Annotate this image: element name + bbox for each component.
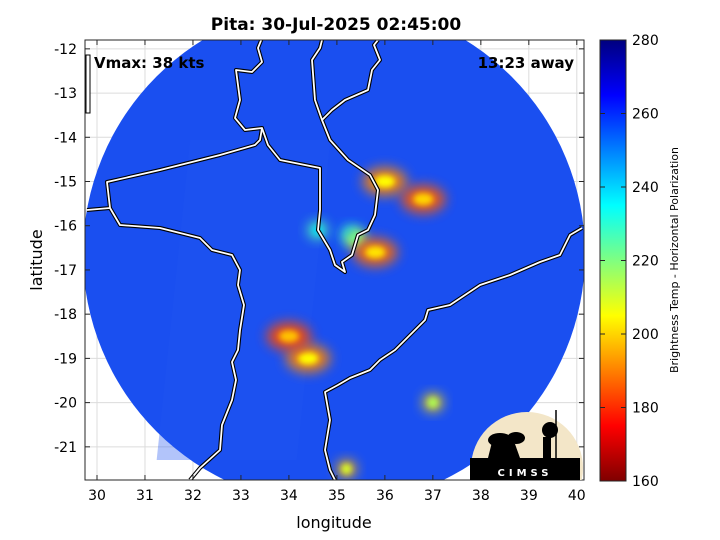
colorbar-ticks: 280 260 240 220 200 180 160 xyxy=(600,33,659,490)
y-tick-label: -16 xyxy=(54,219,77,235)
x-tick-label: 31 xyxy=(136,488,154,504)
colorbar-tick-label: 160 xyxy=(632,474,659,490)
heat-feature xyxy=(341,463,352,474)
time-away-label: 13:23 away xyxy=(478,54,575,72)
heat-feature xyxy=(298,352,319,365)
x-tick-label: 35 xyxy=(328,488,346,504)
colorbar-tick-label: 280 xyxy=(632,33,659,49)
y-tick-label: -17 xyxy=(54,263,77,279)
y-tick-label: -13 xyxy=(54,86,77,102)
heat-feature xyxy=(427,397,438,408)
colorbar-label: Brightness Temp - Horizontal Polarizatio… xyxy=(668,147,681,373)
y-tick-label: -12 xyxy=(54,42,77,58)
x-tick-label: 39 xyxy=(520,488,538,504)
y-tick-label: -20 xyxy=(54,396,77,412)
y-tick-label: -21 xyxy=(54,440,77,456)
cimss-logo-text: CIMSS xyxy=(498,468,553,479)
y-tick-label: -18 xyxy=(54,307,77,323)
colorbar-tick-label: 180 xyxy=(632,401,659,417)
x-tick-label: 38 xyxy=(472,488,490,504)
borders xyxy=(85,40,584,480)
colorbar-tick-label: 260 xyxy=(632,107,659,123)
x-tick-label: 34 xyxy=(280,488,298,504)
colorbar-tick-label: 220 xyxy=(632,254,659,270)
axis-ticks: 30 31 32 33 34 35 36 37 38 39 40 -12 -13 -14 -15 -16 -17… xyxy=(54,40,586,504)
x-tick-label: 32 xyxy=(184,488,202,504)
y-tick-label: -19 xyxy=(54,351,77,367)
x-axis-label: longitude xyxy=(296,513,371,532)
y-axis-label: latitude xyxy=(27,229,46,290)
x-tick-label: 36 xyxy=(376,488,394,504)
heat-feature xyxy=(413,193,434,206)
heat-feature xyxy=(365,246,386,259)
heat-feature xyxy=(374,175,395,188)
x-tick-label: 37 xyxy=(424,488,442,504)
y-tick-label: -15 xyxy=(54,175,77,191)
colorbar-tick-label: 200 xyxy=(632,327,659,343)
cimss-logo: CIMSS xyxy=(470,410,583,480)
x-tick-label: 30 xyxy=(88,488,106,504)
plot-area xyxy=(85,40,584,480)
vmax-label: Vmax: 38 kts xyxy=(94,54,204,72)
colorbar-tick-label: 240 xyxy=(632,180,659,196)
y-tick-label: -14 xyxy=(54,130,77,146)
figure-title: Pita: 30-Jul-2025 02:45:00 xyxy=(211,15,462,35)
axes-frame xyxy=(84,39,585,481)
x-tick-label: 33 xyxy=(232,488,250,504)
heat-feature xyxy=(278,330,299,343)
x-tick-label: 40 xyxy=(568,488,586,504)
intensity-bar xyxy=(85,54,91,114)
